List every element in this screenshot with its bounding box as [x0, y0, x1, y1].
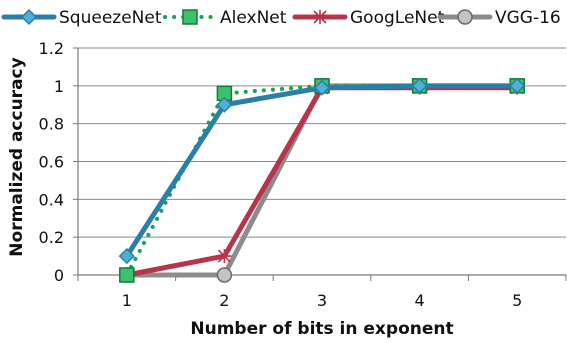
axes: 0 0.2 0.4 0.6 0.8 1 1.2 1 2 3 4 5	[39, 39, 567, 310]
point-squeezenet-3	[313, 79, 331, 96]
series-line-squeezenet	[124, 83, 520, 259]
legend-marker-googlenet	[313, 10, 327, 24]
y-tick-label-0: 0	[54, 266, 64, 285]
y-tick-label-3: 0.6	[39, 153, 64, 172]
point-vgg-16-2	[216, 267, 233, 283]
y-tick-label-4: 0.8	[39, 115, 64, 134]
series-squeezenet	[118, 77, 526, 265]
point-squeezenet-4	[411, 77, 428, 94]
series-line-alexnet	[124, 83, 520, 277]
series-line-googlenet	[124, 85, 520, 278]
x-tick-label-0: 1	[122, 291, 132, 310]
legend-item-vgg-16: VGG-16	[437, 8, 561, 28]
x-tick-label-2: 3	[317, 291, 327, 310]
series-line-vgg-16	[124, 83, 520, 278]
series-alexnet	[119, 78, 525, 283]
legend-marker-vgg-16	[457, 9, 473, 25]
y-tick-label-5: 1	[54, 77, 64, 96]
series-vgg-16	[119, 78, 525, 283]
y-tick-label-6: 1.2	[39, 39, 64, 58]
x-tick-label-4: 5	[512, 291, 522, 310]
y-tick-label-2: 0.4	[39, 190, 64, 209]
y-tick-label-1: 0.2	[39, 228, 64, 247]
legend-label-googlenet: GoogLeNet	[350, 8, 445, 28]
series-group	[118, 77, 526, 283]
x-tick-label-3: 4	[415, 291, 425, 310]
series-googlenet	[119, 80, 525, 282]
point-alexnet-1	[119, 267, 135, 283]
legend-label-squeezenet: SqueezeNet	[59, 8, 162, 28]
gridlines	[78, 47, 566, 238]
legend-marker-alexnet	[182, 9, 198, 25]
point-squeezenet-1	[118, 248, 135, 265]
legend-marker-squeezenet	[20, 8, 38, 26]
legend-item-squeezenet: SqueezeNet	[1, 8, 162, 28]
x-tick-label-1: 2	[219, 291, 229, 310]
point-squeezenet-2	[216, 96, 233, 113]
legend-label-alexnet: AlexNet	[220, 8, 287, 28]
legend-item-googlenet: GoogLeNet	[292, 8, 445, 28]
point-squeezenet-5	[509, 77, 526, 94]
x-axis-title: Number of bits in exponent	[190, 319, 453, 339]
legend-label-vgg-16: VGG-16	[495, 8, 561, 28]
y-axis-title: Normalized accuracy	[7, 57, 27, 256]
legend: SqueezeNet AlexNet GoogLeNet VGG-16	[1, 8, 561, 28]
legend-item-alexnet: AlexNet	[163, 8, 287, 28]
point-googlenet-2	[217, 249, 232, 264]
